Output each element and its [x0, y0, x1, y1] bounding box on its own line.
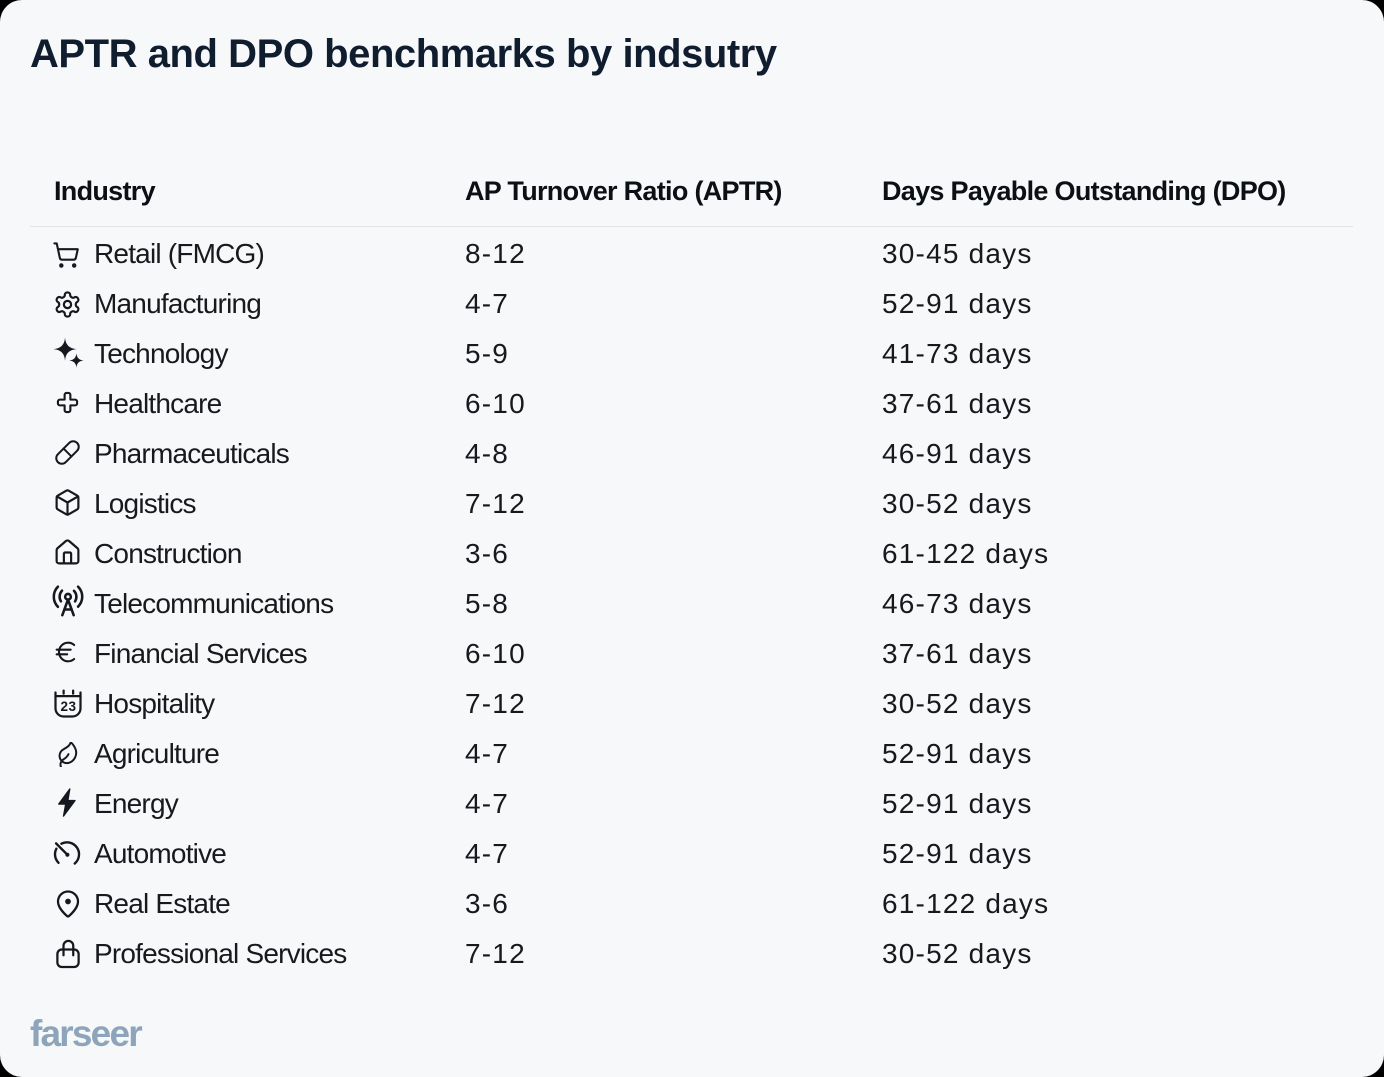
- svg-text:23: 23: [60, 699, 76, 714]
